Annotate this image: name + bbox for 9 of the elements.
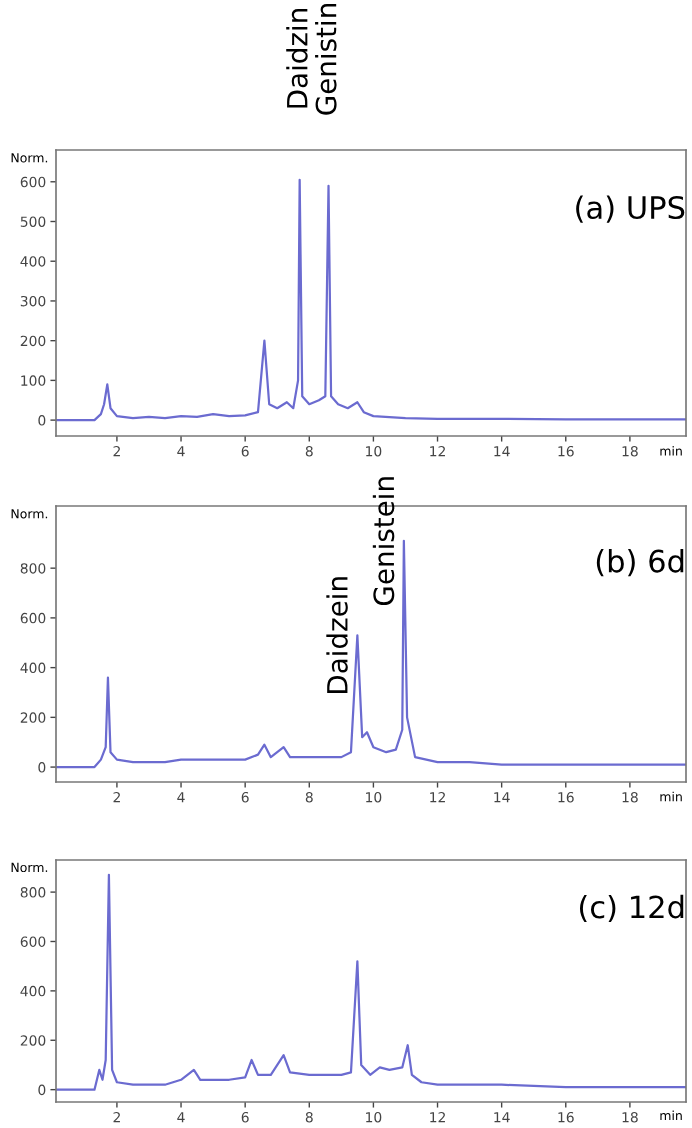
line-series bbox=[56, 873, 686, 1091]
annotation: Daidzin bbox=[286, 9, 308, 108]
text: (b) 6d bbox=[596, 549, 684, 577]
annotation: Daidzein bbox=[326, 577, 348, 693]
line-series bbox=[56, 178, 686, 422]
annotation: Genistein bbox=[372, 477, 395, 606]
text: (a) UPS bbox=[576, 195, 685, 223]
annotation: Genistin bbox=[315, 4, 337, 115]
text: (c) 12d bbox=[579, 894, 684, 923]
